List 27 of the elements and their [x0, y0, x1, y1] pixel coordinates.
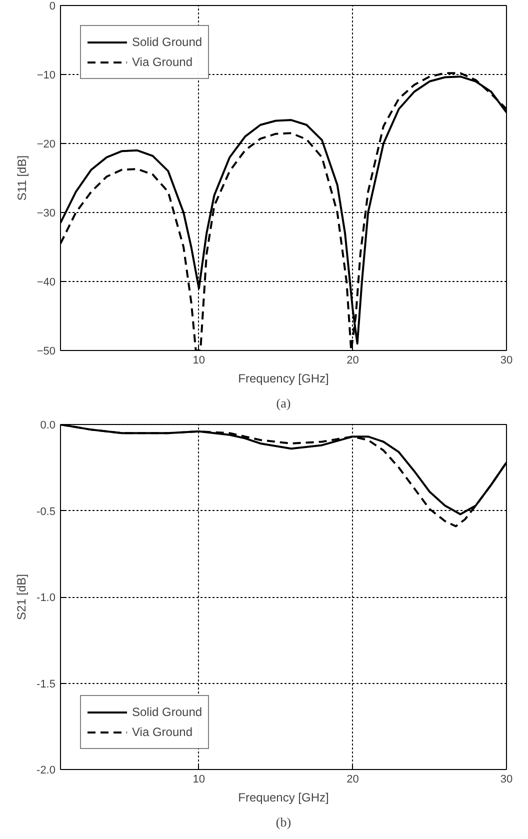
text: (b) — [276, 814, 292, 830]
y-tick-label: -1.5 — [36, 678, 56, 690]
x-axis-title: Frequency [GHz] — [238, 790, 329, 804]
x-tick-label: 10 — [192, 354, 206, 366]
x-axis-title: Frequency [GHz] — [238, 372, 329, 386]
x-tick-label: 20 — [346, 774, 359, 786]
y-tick-label: 0 — [49, 0, 56, 12]
text: (a) — [276, 396, 291, 410]
y-tick-label: -1.0 — [36, 592, 56, 604]
x-tick-label: 10 — [192, 774, 206, 786]
y-axis-title: S21 [dB] — [14, 574, 29, 620]
y-tick-label: −30 — [36, 208, 56, 220]
legend-label: Solid Ground — [132, 35, 202, 49]
legend-label: Via Ground — [132, 725, 192, 739]
y-tick-label: −10 — [36, 70, 56, 82]
x-tick-label: 30 — [500, 774, 513, 786]
y-axis-title: S11 [dB] — [14, 155, 29, 201]
y-tick-label: 0.0 — [40, 420, 56, 432]
y-tick-label: -0.5 — [36, 506, 56, 518]
y-tick-label: −20 — [36, 138, 56, 150]
legend-label: Solid Ground — [132, 705, 202, 719]
x-tick-label: 30 — [500, 354, 513, 366]
x-tick-label: 20 — [346, 354, 359, 366]
legend-label: Via Ground — [132, 55, 192, 69]
y-tick-label: −40 — [36, 276, 56, 288]
y-tick-label: −50 — [36, 346, 56, 358]
y-tick-label: -2.0 — [36, 764, 56, 776]
